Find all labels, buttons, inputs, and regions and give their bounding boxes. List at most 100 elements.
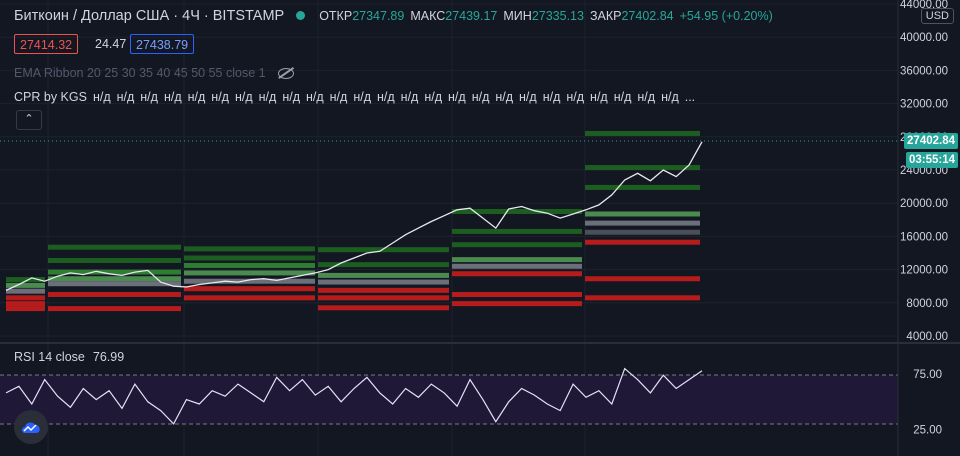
cpr-level-bar — [6, 277, 45, 283]
cpr-value: н/д — [234, 90, 253, 104]
rsi-name: RSI 14 close — [14, 350, 85, 364]
cpr-value: н/д — [258, 90, 277, 104]
cpr-value: н/д — [329, 90, 348, 104]
price-tick-label: 12000.00 — [900, 265, 948, 277]
cpr-value: н/д — [116, 90, 135, 104]
cpr-level-bar — [585, 295, 700, 301]
cpr-level-bar — [585, 220, 700, 226]
cpr-level-bar — [48, 281, 181, 287]
cpr-value: н/д — [542, 90, 561, 104]
cpr-value: н/д — [637, 90, 656, 104]
cpr-level-bar — [585, 211, 700, 217]
cpr-level-bar — [585, 165, 700, 171]
change-value: +54.95 (+0.20%) — [679, 9, 773, 23]
cpr-value: н/д — [661, 90, 679, 104]
market-status-icon — [296, 11, 306, 21]
price-series-line — [5, 141, 703, 291]
cpr-level-bar — [184, 286, 315, 292]
cpr-level-bar — [48, 306, 181, 312]
cpr-value: н/д — [613, 90, 632, 104]
cpr-value: н/д — [140, 90, 158, 104]
rsi-value: 76.99 — [92, 350, 125, 364]
cpr-value: н/д — [353, 90, 371, 104]
price-tick-label: 32000.00 — [900, 99, 948, 111]
cpr-value: н/д — [471, 90, 490, 104]
cpr-level-bar — [585, 184, 700, 190]
cpr-levels — [6, 130, 700, 312]
rsi-band — [0, 375, 898, 424]
cpr-values: н/д н/д н/д н/д н/д н/д н/д н/д н/д н/д н/д н/д н/д н… — [87, 90, 695, 104]
cpr-value: н/д — [495, 90, 514, 104]
cpr-value: н/д — [305, 90, 324, 104]
cpr-level-bar — [318, 279, 449, 285]
ema-ribbon-legend[interactable]: EMA Ribbon 20 25 30 35 40 45 50 55 close… — [14, 66, 294, 80]
cpr-value: н/д — [519, 90, 537, 104]
sell-price-button[interactable]: 27414.32 — [14, 34, 79, 54]
cpr-value: н/д — [163, 90, 182, 104]
buy-price-button[interactable]: 27438.79 — [130, 34, 195, 54]
cpr-level-bar — [184, 255, 315, 261]
cpr-level-bar — [452, 263, 582, 269]
cpr-value: н/д — [282, 90, 300, 104]
symbol-name: Биткоин / Доллар США · 4Ч · BITSTAMP — [14, 8, 285, 24]
tradingview-logo[interactable] — [14, 410, 48, 444]
price-tick-label: 40000.00 — [900, 32, 948, 44]
price-axis-ticks: 44000.0040000.0036000.0032000.0028000.00… — [900, 0, 948, 343]
cpr-level-bar — [318, 272, 449, 278]
price-tick-label: 44000.00 — [900, 0, 948, 11]
cpr-level-bar — [184, 246, 315, 252]
cpr-level-bar — [6, 306, 45, 312]
cpr-name: CPR by KGS — [14, 90, 87, 104]
cpr-level-bar — [318, 287, 449, 293]
price-tick-label: 4000.00 — [906, 331, 948, 343]
cpr-level-bar — [452, 242, 582, 248]
cpr-level-bar — [48, 269, 181, 275]
cpr-level-bar — [585, 130, 700, 136]
cpr-level-bar — [452, 209, 582, 214]
rsi-series-line — [5, 367, 703, 425]
cpr-level-bar — [452, 257, 582, 263]
cpr-value: н/д — [400, 90, 419, 104]
cpr-value: н/д — [566, 90, 585, 104]
cpr-level-bar — [6, 301, 45, 307]
price-tick-label: 20000.00 — [900, 198, 948, 210]
price-tick-label: 24000.00 — [900, 165, 948, 177]
price-tick-label: 8000.00 — [906, 298, 948, 310]
symbol-title[interactable]: Биткоин / Доллар США · 4Ч · BITSTAMP ОТКР… — [14, 8, 779, 24]
hidden-eye-icon[interactable] — [277, 68, 294, 80]
cpr-level-bar — [48, 276, 181, 282]
cpr-level-bar — [585, 229, 700, 235]
rsi-legend[interactable]: RSI 14 close 76.99 — [14, 350, 124, 364]
cpr-level-bar — [48, 257, 181, 263]
collapse-legend-button[interactable]: ⌃ — [16, 110, 42, 130]
cpr-value: н/д — [377, 90, 395, 104]
cpr-level-bar — [452, 271, 582, 277]
price-tick-label: 36000.00 — [900, 65, 948, 77]
cpr-legend[interactable]: CPR by KGS н/д н/д н/д н/д н/д н/д н/д н/д н/д н/д… — [14, 90, 695, 104]
cpr-level-bar — [48, 292, 181, 297]
cpr-value: н/д — [187, 90, 206, 104]
spread-value: 24.47 — [95, 37, 127, 51]
cpr-value: н/д — [211, 90, 229, 104]
rsi-axis-ticks: 75.00 25.00 — [913, 369, 942, 436]
cpr-value: н/д — [92, 90, 111, 104]
price-tick-label: 16000.00 — [900, 231, 948, 243]
currency-label[interactable]: USD — [920, 8, 954, 24]
last-price-tag: 27402.84 — [904, 133, 958, 149]
cpr-level-bar — [585, 276, 700, 282]
cpr-level-bar — [318, 305, 449, 311]
cpr-level-bar — [6, 282, 45, 288]
cpr-value: н/д — [448, 90, 466, 104]
ohlc-values: ОТКР27347.89 МАКС27439.17 МИН27335.13 ЗАКР2… — [319, 9, 773, 23]
cpr-level-bar — [585, 239, 700, 245]
bar-countdown-tag: 03:55:14 — [905, 152, 958, 168]
cpr-value: н/д — [590, 90, 608, 104]
cpr-level-bar — [452, 301, 582, 307]
cpr-value: ... — [684, 90, 696, 104]
cpr-level-bar — [318, 295, 449, 301]
cpr-level-bar — [184, 295, 315, 301]
cpr-level-bar — [6, 288, 45, 294]
cpr-value: н/д — [424, 90, 443, 104]
rsi-tick-label: 75.00 — [913, 369, 942, 381]
